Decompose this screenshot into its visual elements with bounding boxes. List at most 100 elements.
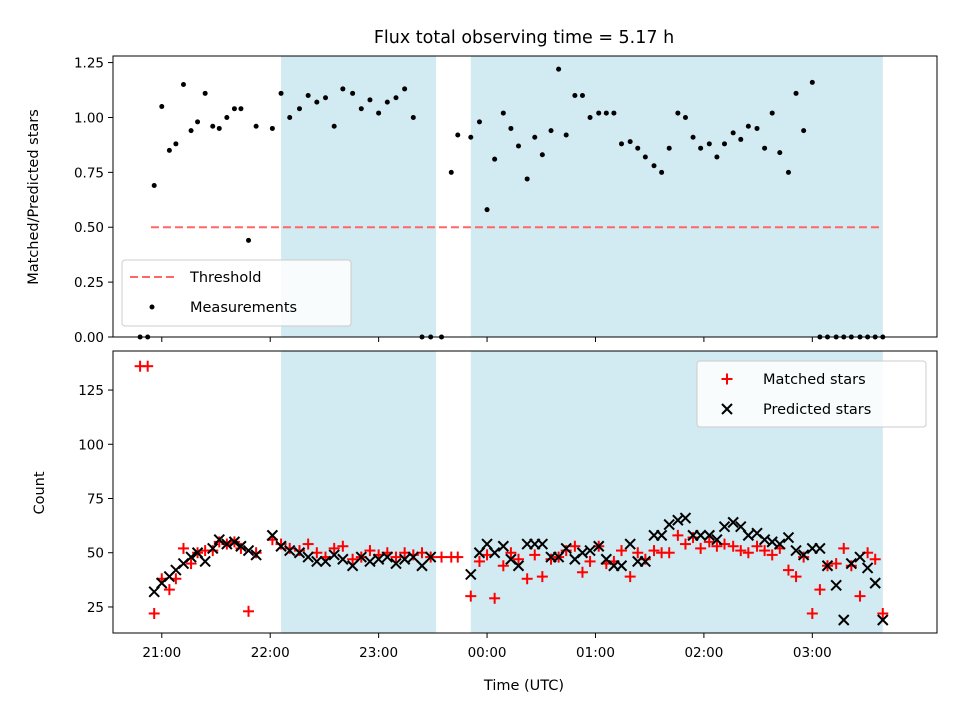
matched-point xyxy=(695,542,707,554)
predicted-point-b xyxy=(742,529,755,542)
matched-point xyxy=(452,551,464,563)
predicted-point-b xyxy=(877,614,889,626)
predicted-point xyxy=(302,551,314,563)
predicted-point-b xyxy=(679,512,692,524)
measurement-point xyxy=(468,134,474,140)
bottom-xtick-label: 22:00 xyxy=(251,645,290,661)
measurement-point xyxy=(777,150,783,156)
predicted-point-b xyxy=(407,551,420,563)
matched-point xyxy=(489,592,501,604)
predicted-point-b xyxy=(639,555,652,568)
measurement-point xyxy=(563,132,569,138)
predicted-point-b xyxy=(703,529,716,542)
predicted-point xyxy=(488,547,501,559)
predicted-point xyxy=(512,560,525,572)
predicted-point-b xyxy=(663,518,675,531)
predicted-point xyxy=(711,534,723,546)
bottom-legend-box xyxy=(696,360,927,428)
bottom-shaded-bands xyxy=(281,351,883,633)
matched-point xyxy=(759,545,771,557)
measurement-point xyxy=(508,125,514,131)
predicted-point xyxy=(814,542,826,555)
top-y-axis-label: Matched/Predicted stars xyxy=(26,109,42,285)
predicted-point-b xyxy=(615,560,628,572)
matched-point xyxy=(584,555,596,567)
matched-point xyxy=(576,566,588,578)
measurement-point xyxy=(587,114,593,120)
predicted-point-b xyxy=(624,538,636,550)
predicted-point xyxy=(275,540,287,552)
measurement-point xyxy=(572,93,578,99)
predicted-point-b xyxy=(319,555,332,568)
matched-point xyxy=(838,542,850,554)
predicted-point xyxy=(284,544,296,557)
measurement-point xyxy=(484,207,490,213)
measurement-point xyxy=(762,145,768,151)
predicted-point xyxy=(337,553,349,565)
predicted-point-b xyxy=(869,577,881,589)
predicted-point-b xyxy=(311,555,323,568)
matched-point xyxy=(624,571,636,583)
predicted-point-b xyxy=(199,555,211,568)
x-axis-label: Time (UTC) xyxy=(483,678,564,694)
measurement-point xyxy=(698,145,704,151)
matched-point xyxy=(465,590,477,602)
predicted-point xyxy=(407,551,420,563)
top-ytick-label: 0.00 xyxy=(74,330,104,346)
predicted-point xyxy=(311,555,323,568)
predicted-point-b xyxy=(381,551,394,563)
matched-point xyxy=(235,542,247,554)
measurement-point xyxy=(166,147,172,153)
predicted-point-b xyxy=(481,538,493,550)
predicted-point-b xyxy=(536,538,549,550)
measurement-point xyxy=(492,156,498,162)
measurement-point xyxy=(216,125,222,131)
matched-point xyxy=(782,564,794,576)
predicted-point xyxy=(624,538,636,550)
matched-point xyxy=(639,553,651,565)
predicted-point-b xyxy=(814,542,826,555)
predicted-point xyxy=(861,562,874,574)
measurement-point xyxy=(769,110,775,116)
measurement-point xyxy=(455,132,461,138)
predicted-point xyxy=(266,529,279,542)
matched-point xyxy=(648,545,660,557)
measurement-point xyxy=(706,141,712,147)
measurement-point xyxy=(754,125,760,131)
predicted-point-b xyxy=(861,562,874,574)
measurement-point xyxy=(278,90,284,96)
matched-point xyxy=(436,551,448,563)
predicted-point-b xyxy=(284,544,296,557)
measurement-point xyxy=(793,90,799,96)
predicted-point-b xyxy=(302,551,314,563)
predicted-point-b xyxy=(221,538,233,550)
predicted-point-b xyxy=(266,529,279,542)
predicted-point-b xyxy=(355,551,367,563)
measurement-point xyxy=(305,93,311,99)
predicted-point-b xyxy=(782,531,795,544)
legend-predicted-swatch xyxy=(721,403,733,415)
matched-point xyxy=(798,551,810,563)
measurement-point xyxy=(539,152,545,158)
predicted-point-b xyxy=(774,538,786,550)
predicted-point xyxy=(364,555,376,568)
measurement-point xyxy=(476,119,482,125)
measurement-point xyxy=(323,95,329,101)
predicted-point xyxy=(854,551,866,563)
predicted-point-b xyxy=(718,521,731,533)
measurement-point xyxy=(188,128,194,134)
matched-point xyxy=(679,538,691,550)
legend-predicted-marker xyxy=(721,403,733,415)
measurement-point xyxy=(376,110,382,116)
matched-point xyxy=(814,584,826,596)
bottom-legend: Matched stars Predicted stars xyxy=(696,360,927,428)
legend-matched-marker xyxy=(721,373,733,385)
matched-point xyxy=(751,540,763,552)
bottom-x-ticks: 21:00 22:00 23:00 00:00 01:00 02:00 03:00 xyxy=(142,633,832,661)
predicted-point-b xyxy=(465,568,477,581)
predicted-point-b xyxy=(235,540,247,552)
top-ytick-label: 0.25 xyxy=(74,275,104,291)
matched-point xyxy=(337,540,349,552)
predicted-point xyxy=(838,614,850,626)
bottom-plot-frame xyxy=(112,350,938,634)
